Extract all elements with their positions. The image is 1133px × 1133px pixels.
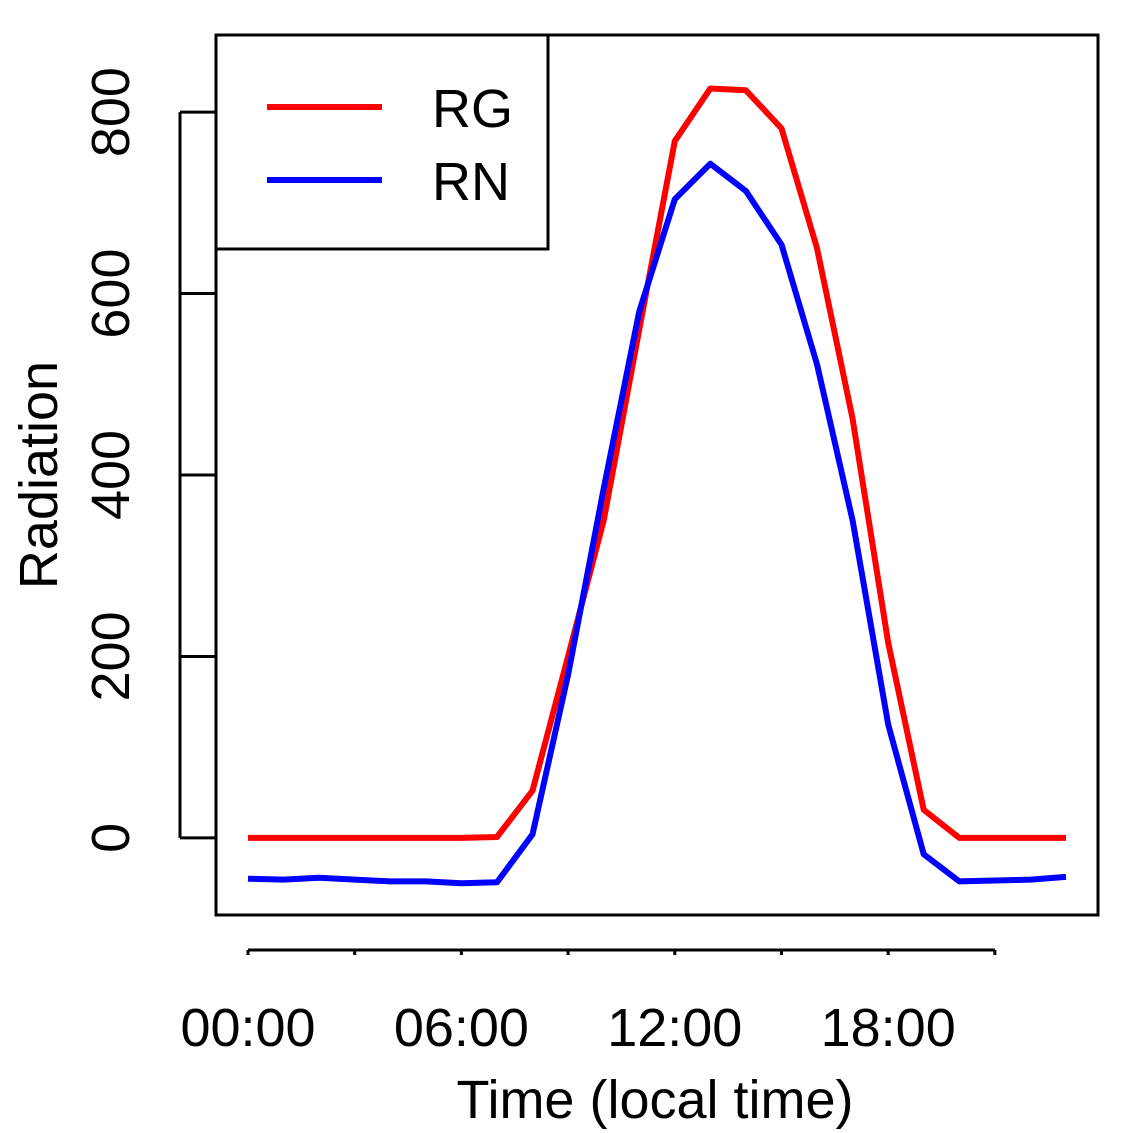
legend-label-rg: RG: [432, 79, 513, 139]
series-line-rg: [248, 85, 1066, 841]
x-tick-label: 00:00: [180, 998, 315, 1058]
legend-box: [214, 33, 550, 251]
y-tick-label: 200: [81, 611, 141, 701]
y-tick-label: 400: [81, 430, 141, 520]
legend: RG RN: [214, 33, 550, 251]
x-axis: 00:00 06:00 12:00 18:00: [180, 948, 997, 1058]
x-axis-label: Time (local time): [456, 1070, 853, 1130]
y-tick-label: 800: [81, 67, 141, 157]
x-tick-label: 06:00: [394, 998, 529, 1058]
series-line-rn: [247, 160, 1067, 887]
y-tick-label: 0: [81, 823, 141, 853]
x-tick-label: 18:00: [821, 998, 956, 1058]
series-layer: [247, 85, 1067, 887]
legend-label-rn: RN: [432, 152, 510, 212]
y-axis-label: Radiation: [9, 361, 69, 589]
x-tick-label: 12:00: [607, 998, 742, 1058]
y-tick-label: 600: [81, 249, 141, 339]
y-axis: 0 200 400 600 800: [81, 67, 216, 853]
